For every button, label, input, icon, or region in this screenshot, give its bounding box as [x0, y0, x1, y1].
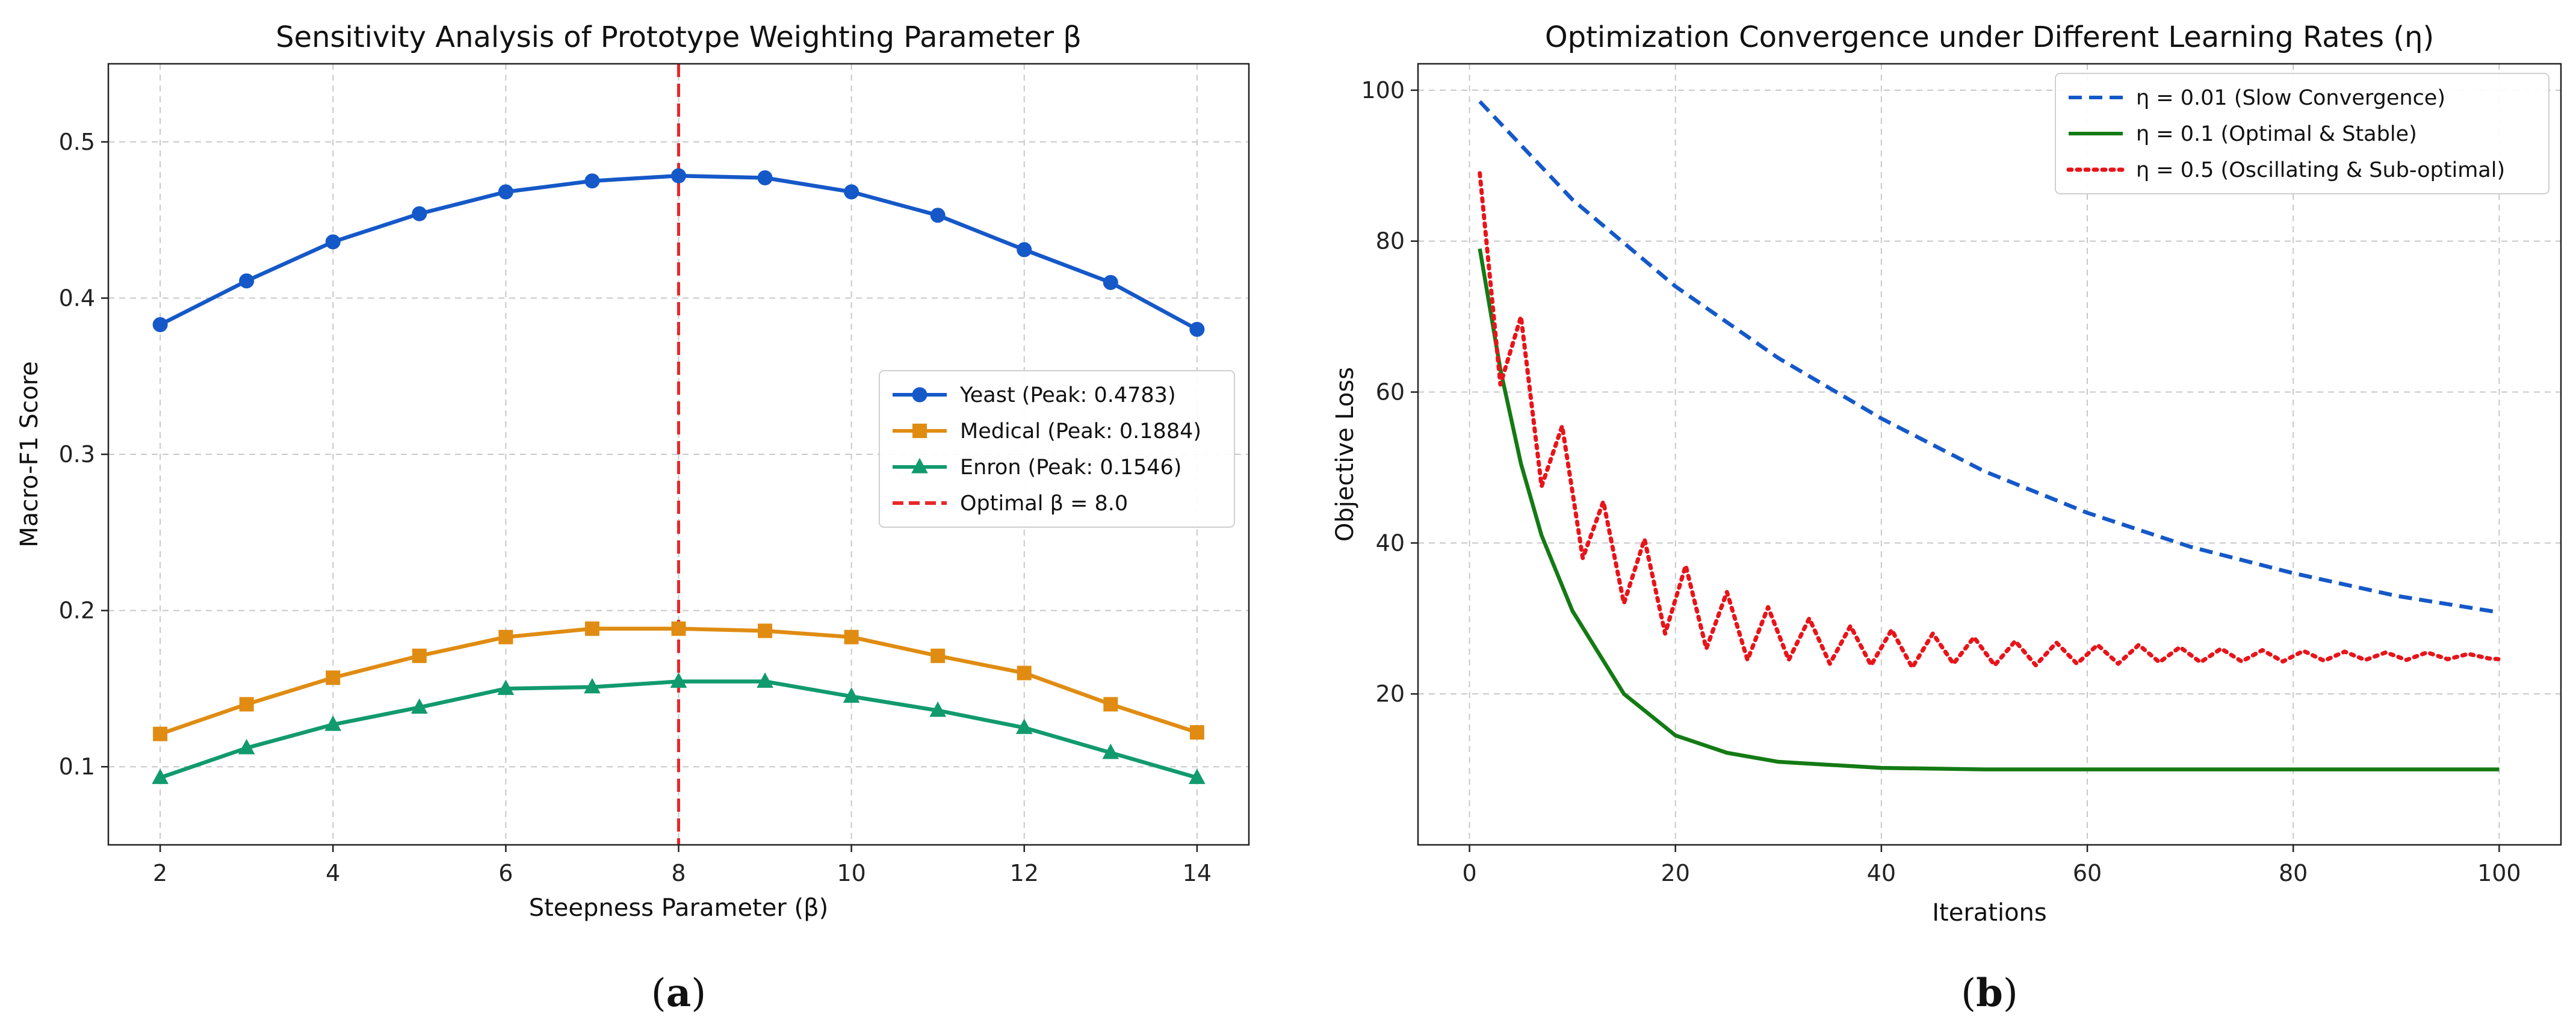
chart-title-a: Sensitivity Analysis of Prototype Weight…: [276, 20, 1082, 54]
square-marker: [1189, 725, 1204, 740]
circle-marker: [844, 184, 859, 200]
chart-panel-b: 0 20 40 60 80 100 20 40 60 80 100 Optimization Con…: [1331, 20, 2562, 1016]
x-tick-label: 6: [498, 860, 513, 886]
square-marker: [498, 629, 513, 644]
legend-label: Enron (Peak: 0.1546): [960, 456, 1181, 480]
square-marker: [758, 623, 773, 638]
circle-marker: [1189, 321, 1205, 337]
triangle-marker: [324, 715, 342, 731]
y-tick-label: 0.1: [59, 753, 95, 780]
square-marker: [1103, 697, 1118, 712]
triangle-marker: [1189, 768, 1206, 784]
x-tick-label: 14: [1183, 860, 1212, 886]
circle-marker: [671, 168, 686, 184]
circle-marker: [757, 170, 773, 186]
x-tick-label: 4: [326, 860, 340, 886]
x-tick-label: 60: [2073, 860, 2102, 886]
square-marker: [584, 621, 599, 636]
legend-a: Yeast (Peak: 0.4783) Medical (Peak: 0.188…: [879, 370, 1235, 528]
legend-label: η = 0.01 (Slow Convergence): [2136, 86, 2445, 110]
circle-marker: [498, 184, 513, 200]
legend-label: Yeast (Peak: 0.4783): [959, 383, 1176, 407]
circle-marker: [325, 234, 341, 250]
legend-label: Optimal β = 8.0: [960, 492, 1128, 516]
y-tick-label: 60: [1376, 379, 1405, 406]
x-tick-label: 0: [1462, 860, 1476, 886]
square-marker: [844, 629, 859, 644]
panel-label-a: (a): [651, 971, 706, 1016]
chart-panel-a: 2 4 6 8 10 12 14 0.1 0.2 0.3 0.4 0.5 Sensitivity An…: [16, 20, 1250, 1016]
square-marker: [326, 670, 341, 685]
x-axis-label-a: Steepness Parameter (β): [529, 894, 829, 922]
triangle-marker: [757, 672, 773, 688]
circle-marker: [912, 387, 927, 403]
legend-label: Medical (Peak: 0.1884): [960, 419, 1201, 443]
triangle-marker: [911, 457, 928, 474]
legend-label: η = 0.5 (Oscillating & Sub-optimal): [2136, 158, 2505, 182]
legend-box: [879, 370, 1235, 528]
circle-marker: [152, 317, 168, 333]
square-marker: [930, 648, 946, 663]
y-axis-label-a: Macro-F1 Score: [16, 361, 43, 547]
square-marker: [912, 424, 927, 438]
y-tick-label: 40: [1376, 530, 1405, 556]
circle-marker: [1103, 274, 1118, 290]
circle-marker: [930, 208, 946, 223]
square-marker: [671, 621, 686, 636]
square-marker: [239, 697, 254, 712]
legend-box: [2055, 73, 2550, 194]
triangle-marker: [1102, 743, 1119, 759]
y-axis-label-b: Objective Loss: [1331, 367, 1359, 542]
triangle-marker: [584, 678, 601, 694]
y-tick-label: 0.2: [59, 598, 95, 624]
triangle-marker: [929, 701, 947, 717]
x-tick-label: 40: [1867, 860, 1896, 886]
plot-frame-b: [1417, 63, 2562, 846]
x-tick-label: 12: [1010, 860, 1039, 886]
circle-marker: [239, 273, 255, 289]
circle-marker: [584, 173, 600, 189]
triangle-marker: [238, 738, 255, 755]
x-tick-label: 100: [2477, 860, 2521, 886]
y-tick-label: 0.4: [59, 285, 95, 311]
square-marker: [412, 648, 427, 663]
x-tick-label: 20: [1661, 860, 1690, 886]
square-marker: [1017, 666, 1032, 681]
panel-label-b: (b): [1961, 971, 2018, 1016]
y-tick-label: 20: [1376, 681, 1405, 707]
y-tick-label: 80: [1376, 228, 1405, 255]
x-tick-label: 80: [2279, 860, 2308, 886]
y-tick-label: 0.3: [59, 441, 95, 468]
legend-b: η = 0.01 (Slow Convergence) η = 0.1 (Opti…: [2055, 73, 2550, 194]
x-tick-label: 2: [153, 860, 167, 886]
circle-marker: [412, 206, 427, 221]
square-marker: [153, 726, 168, 741]
y-tick-label: 0.5: [59, 129, 95, 155]
circle-marker: [1017, 242, 1032, 258]
triangle-marker: [497, 679, 515, 695]
series-line: [1478, 100, 2500, 614]
triangle-marker: [670, 672, 687, 688]
x-tick-label: 8: [671, 860, 686, 886]
triangle-marker: [1015, 718, 1033, 734]
series-line: [1478, 171, 2501, 670]
x-tick-label: 10: [837, 860, 865, 886]
triangle-marker: [410, 698, 428, 714]
legend-label: η = 0.1 (Optimal & Stable): [2136, 122, 2417, 146]
y-tick-label: 100: [1361, 77, 1405, 104]
x-axis-label-b: Iterations: [1932, 899, 2047, 927]
chart-title-b: Optimization Convergence under Different…: [1545, 20, 2434, 54]
triangle-marker: [152, 768, 169, 784]
triangle-marker: [843, 687, 860, 703]
series-line: [1478, 248, 2500, 771]
